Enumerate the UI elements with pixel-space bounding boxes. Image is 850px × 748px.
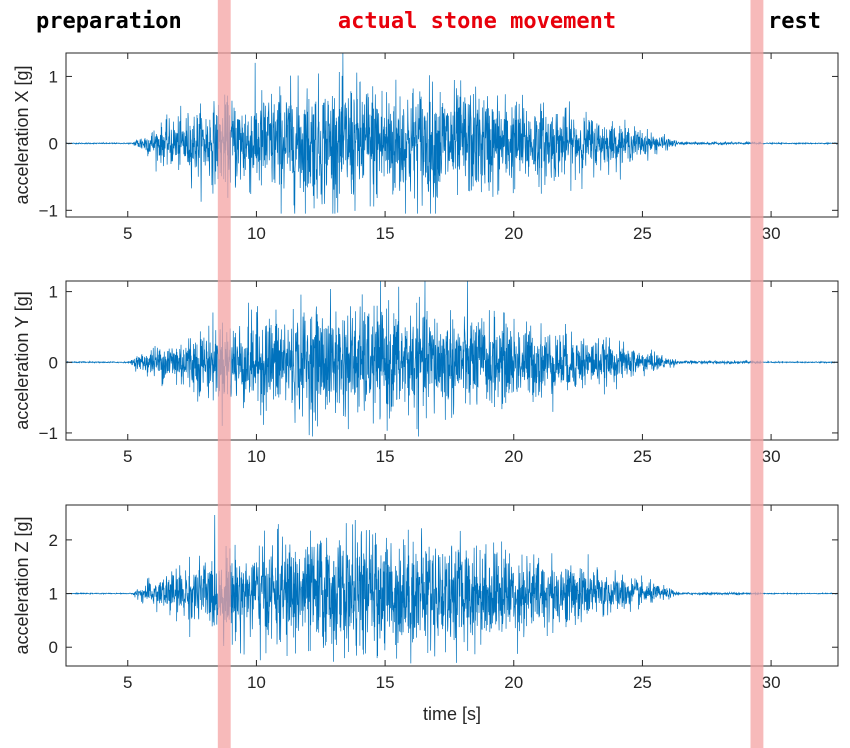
x-tick-label: 15 bbox=[376, 447, 395, 466]
x-tick-label: 20 bbox=[504, 673, 523, 692]
phase-label-stone-movement: actual stone movement bbox=[338, 9, 616, 34]
axes-box bbox=[65, 52, 839, 218]
subplot-acceleration-x: 5 10 15 20 25 30 −1 0 1 acceleration X [g] bbox=[12, 52, 839, 243]
signal-trace bbox=[65, 280, 839, 437]
y-tick-label: −1 bbox=[39, 201, 58, 220]
highlight-band bbox=[750, 0, 764, 748]
x-tick-label: 25 bbox=[633, 447, 652, 466]
y-tick-label: −1 bbox=[39, 424, 58, 443]
x-tick-label: 30 bbox=[762, 447, 781, 466]
phase-label-preparation: preparation bbox=[36, 9, 182, 34]
highlight-band bbox=[217, 0, 231, 748]
x-tick-label: 15 bbox=[376, 224, 395, 243]
x-tick-label: 10 bbox=[247, 447, 266, 466]
signal-trace bbox=[65, 52, 839, 214]
phase-label-rest: rest bbox=[768, 9, 821, 34]
y-tick-label: 1 bbox=[49, 585, 58, 604]
y-axis-label: acceleration Z [g] bbox=[12, 516, 32, 654]
x-tick-label: 20 bbox=[504, 224, 523, 243]
y-tick-label: 0 bbox=[49, 353, 58, 372]
axes-box bbox=[65, 280, 839, 441]
x-tick-label: 10 bbox=[247, 224, 266, 243]
y-tick-label: 1 bbox=[49, 283, 58, 302]
y-tick-label: 0 bbox=[49, 638, 58, 657]
subplot-acceleration-y: 5 10 15 20 25 30 −1 0 1 acceleration Y [g] bbox=[12, 280, 839, 466]
x-tick-label: 5 bbox=[123, 673, 132, 692]
axes-box bbox=[65, 504, 839, 667]
x-tick-label: 5 bbox=[123, 447, 132, 466]
y-tick-label: 2 bbox=[49, 531, 58, 550]
y-axis-label: acceleration X [g] bbox=[12, 65, 32, 204]
subplot-acceleration-z: 5 10 15 20 25 30 0 1 2 acceleration Z [g] bbox=[12, 504, 839, 692]
y-axis-label: acceleration Y [g] bbox=[12, 291, 32, 429]
x-tick-label: 15 bbox=[376, 673, 395, 692]
x-tick-label: 30 bbox=[762, 673, 781, 692]
x-tick-label: 20 bbox=[504, 447, 523, 466]
x-tick-label: 25 bbox=[633, 673, 652, 692]
x-axis-label: time [s] bbox=[423, 704, 481, 724]
highlight-bands bbox=[217, 0, 764, 748]
x-tick-label: 25 bbox=[633, 224, 652, 243]
x-tick-label: 5 bbox=[123, 224, 132, 243]
y-tick-label: 0 bbox=[49, 134, 58, 153]
signal-trace bbox=[65, 515, 839, 664]
y-tick-label: 1 bbox=[49, 67, 58, 86]
x-tick-label: 10 bbox=[247, 673, 266, 692]
x-tick-label: 30 bbox=[762, 224, 781, 243]
